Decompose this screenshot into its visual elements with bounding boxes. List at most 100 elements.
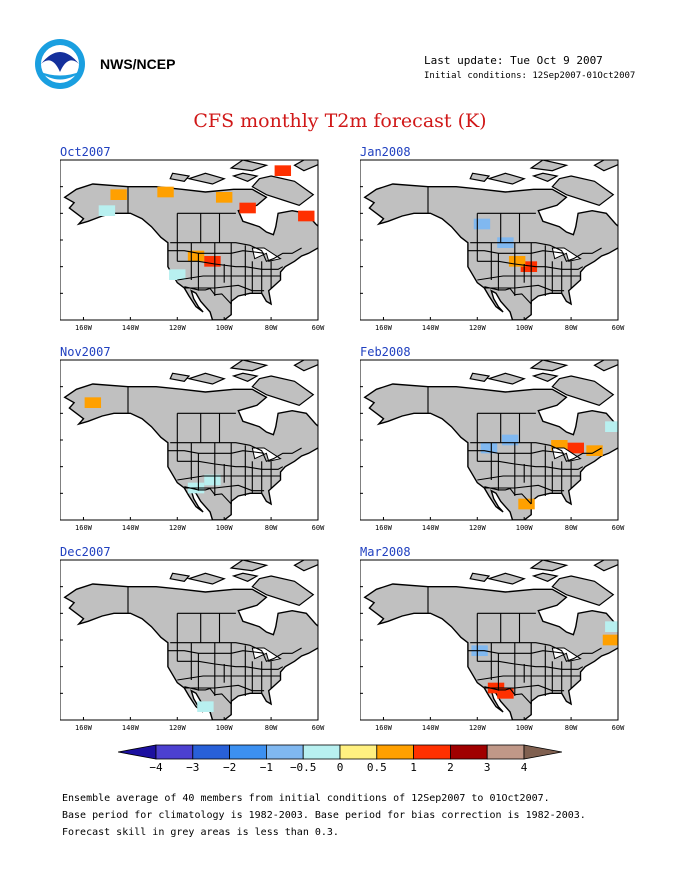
colorbar-label: 4: [520, 761, 528, 774]
island: [529, 160, 569, 172]
lon-tick-label: 140W: [422, 724, 440, 732]
map-panel-feb2008: 80N70N60N50N40N30N20N160W140W120W100W80W…: [360, 345, 630, 532]
anomaly-cell: [110, 189, 127, 200]
lon-tick-label: 160W: [75, 724, 93, 732]
colorbar-swatch: [449, 744, 488, 760]
colorbar-label: 2: [447, 761, 454, 774]
map-panel-dec2007: 80N70N60N50N40N30N20N160W140W120W100W80W…: [60, 545, 330, 732]
colorbar-swatch: [486, 744, 525, 760]
colorbar-cap-high: [523, 744, 562, 760]
panel-title: Feb2008: [360, 345, 411, 359]
island: [231, 172, 259, 182]
island: [531, 172, 559, 182]
great-lakes: [551, 647, 582, 662]
state-border: [167, 450, 265, 454]
island: [486, 372, 526, 385]
footnote-skill: Forecast skill in grey areas is less tha…: [62, 827, 339, 838]
island: [593, 560, 618, 572]
anomaly-cell: [605, 621, 618, 632]
map-frame: [360, 159, 619, 321]
map-feb2008: 80N70N60N50N40N30N20N160W140W120W100W80W…: [360, 359, 625, 532]
island: [169, 372, 191, 382]
island: [531, 372, 559, 382]
colorbar-label: 3: [483, 761, 491, 774]
anomaly-cell: [215, 192, 233, 203]
anomaly-cell: [480, 442, 498, 454]
great-lakes: [251, 647, 282, 662]
colorbar-swatch: [229, 744, 267, 760]
lon-tick-label: 60W: [312, 724, 325, 732]
lon-tick-label: 100W: [216, 524, 234, 532]
lon-tick-label: 160W: [75, 524, 93, 532]
island: [486, 572, 526, 585]
panel-title: Dec2007: [60, 545, 111, 559]
lon-tick-label: 100W: [216, 724, 234, 732]
lon-tick-label: 120W: [469, 724, 487, 732]
island: [593, 360, 618, 372]
map-oct2007: 80N70N60N50N40N30N20N160W140W120W100W80W…: [60, 159, 325, 332]
anomaly-cell: [98, 205, 116, 216]
island: [320, 435, 330, 448]
state-border: [170, 442, 302, 462]
state-border: [477, 260, 584, 270]
footnote-ensemble: Ensemble average of 40 members from init…: [62, 793, 550, 804]
map-frame: [360, 359, 619, 521]
panel-title: Jan2008: [360, 145, 411, 159]
lon-tick-label: 60W: [612, 524, 625, 532]
colorbar-label: 0: [336, 761, 344, 774]
anomaly-cell: [551, 440, 568, 451]
state-border: [470, 442, 602, 462]
state-border: [184, 484, 265, 492]
island: [469, 372, 491, 382]
lon-tick-label: 120W: [469, 324, 487, 332]
anomaly-cell: [602, 634, 618, 646]
lon-tick-label: 60W: [612, 724, 625, 732]
footnote-base-period: Base period for climatology is 1982-2003…: [62, 810, 586, 821]
footnotes: Ensemble average of 40 members from init…: [62, 790, 586, 841]
page-title: CFS monthly T2m forecast (K): [193, 110, 487, 132]
great-lakes: [251, 247, 282, 262]
state-border: [467, 250, 565, 254]
anomaly-cell: [169, 269, 186, 280]
island: [320, 635, 330, 648]
colorbar: [118, 744, 562, 760]
island: [529, 560, 569, 572]
map-frame: [60, 559, 319, 721]
colorbar-labels: −4 −3 −2 −1 −0.5 0 0.5 1 2 3 4: [0, 761, 680, 777]
island: [251, 175, 315, 206]
org-name: NWS/NCEP: [100, 56, 176, 72]
panel-title: Nov2007: [60, 345, 111, 359]
state-border: [170, 642, 302, 662]
colorbar-label: −2: [222, 761, 237, 774]
lon-tick-label: 100W: [516, 724, 534, 732]
map-panel-jan2008: 80N70N60N50N40N30N20N160W140W120W100W80W…: [360, 145, 630, 332]
colorbar-cap-low: [118, 744, 157, 760]
island: [231, 372, 259, 382]
colorbar-swatch: [155, 744, 194, 760]
island: [620, 635, 630, 648]
map-dec2007: 80N70N60N50N40N30N20N160W140W120W100W80W…: [60, 559, 330, 732]
lon-tick-label: 140W: [422, 324, 440, 332]
map-mar2008: 80N70N60N50N40N30N20N160W140W120W100W80W…: [360, 559, 630, 732]
anomaly-cell: [204, 256, 221, 267]
anomaly-cell: [497, 688, 514, 699]
state-border: [467, 650, 565, 654]
state-border: [167, 250, 265, 254]
map-jan2008: 80N70N60N50N40N30N20N160W140W120W100W80W…: [360, 159, 625, 332]
lon-tick-label: 80W: [265, 724, 278, 732]
island: [486, 172, 526, 185]
island: [551, 175, 615, 206]
state-border: [177, 475, 281, 481]
island: [186, 172, 226, 185]
state-border: [167, 650, 265, 654]
great-lakes: [251, 447, 282, 462]
lon-tick-label: 100W: [516, 324, 534, 332]
island: [229, 360, 269, 372]
state-border: [184, 684, 265, 692]
lon-tick-label: 140W: [122, 724, 140, 732]
lon-tick-label: 120W: [169, 324, 187, 332]
island: [229, 560, 269, 572]
colorbar-label: −4: [149, 761, 163, 774]
map-panel-oct2007: 80N70N60N50N40N30N20N160W140W120W100W80W…: [60, 145, 330, 332]
map-frame: [60, 159, 319, 321]
